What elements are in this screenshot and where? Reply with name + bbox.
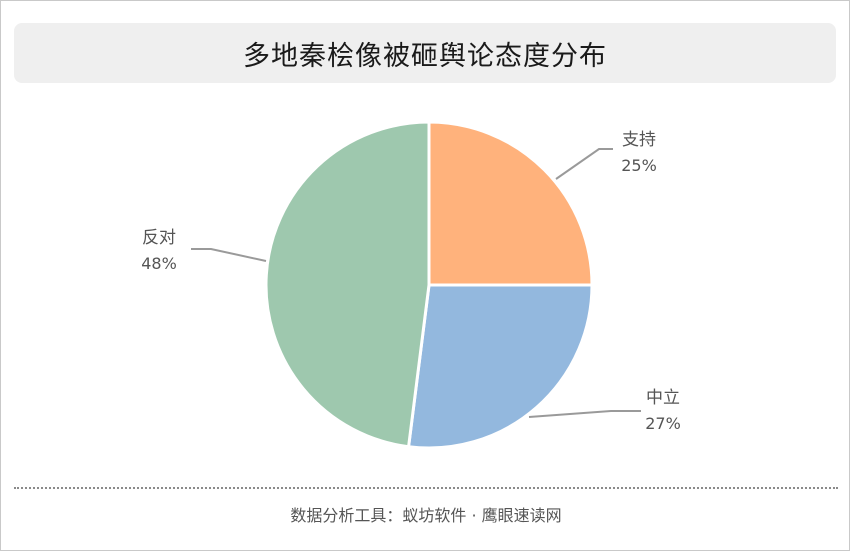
slice-label-3: 反对 [142,228,176,248]
leader-line-1 [555,148,613,180]
leader-line-3 [191,248,267,262]
title-bar: 多地秦桧像被砸舆论态度分布 [14,23,836,83]
slice-percent-3: 48% [141,254,177,273]
leader-line-2 [528,410,641,418]
slice-label-1: 支持 [622,130,656,150]
chart-title: 多地秦桧像被砸舆论态度分布 [243,40,607,72]
chart-area: 支持 25% 中立 27% 反对 48% [1,97,850,477]
pie-slice-3 [264,120,431,449]
slice-percent-1: 25% [621,156,657,175]
pie-slice-1 [427,120,594,287]
footer-credit: 数据分析工具：蚁坊软件 · 鹰眼速读网 [290,506,562,525]
slice-label-2: 中立 [646,388,680,408]
slice-percent-2: 27% [645,414,681,433]
footer-divider [14,487,838,489]
pie-chart: 支持 25% 中立 27% 反对 48% [141,120,681,450]
pie-slice-2 [406,283,594,450]
